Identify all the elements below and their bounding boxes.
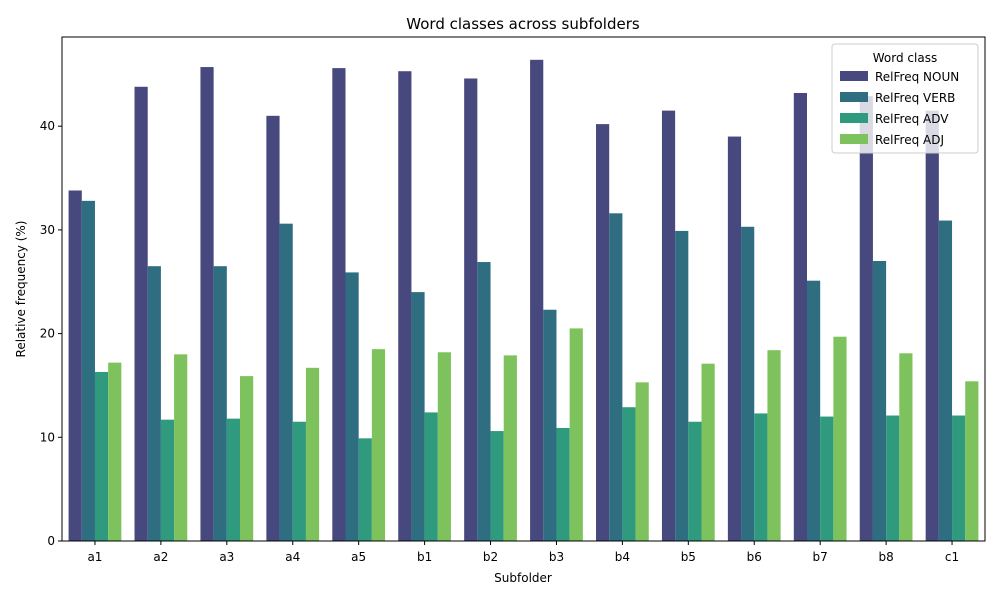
legend-label-relfreq-noun: RelFreq NOUN: [875, 70, 959, 84]
y-tick-label: 30: [40, 223, 55, 237]
bar-relfreq-adj-a5: [371, 349, 386, 541]
bar-relfreq-noun-b2: [464, 78, 478, 541]
bar-relfreq-adv-b4: [622, 407, 636, 541]
bar-relfreq-verb-a4: [279, 223, 293, 542]
legend-swatch-relfreq-adj: [840, 134, 868, 144]
bar-relfreq-adv-b3: [556, 427, 570, 541]
bar-relfreq-adj-b1: [437, 352, 451, 541]
y-axis-title: Relative frequency (%): [14, 221, 28, 358]
bar-relfreq-adv-b5: [688, 421, 702, 541]
bar-relfreq-verb-b2: [477, 262, 491, 541]
bar-relfreq-adv-b1: [424, 412, 438, 541]
bar-relfreq-noun-a5: [332, 68, 346, 542]
bar-relfreq-adj-b3: [569, 328, 583, 541]
legend-items: RelFreq NOUN RelFreq VERB RelFreq ADV RelFr…: [840, 70, 959, 147]
x-tick-label-b2: b2: [483, 550, 498, 564]
x-tick-label-b7: b7: [813, 550, 828, 564]
bars-layer: [68, 59, 979, 542]
bar-relfreq-noun-a1: [68, 190, 82, 542]
bar-relfreq-verb-a2: [147, 266, 161, 541]
bar-relfreq-noun-b8: [859, 96, 873, 542]
bar-relfreq-adj-a2: [174, 354, 188, 541]
bar-relfreq-verb-b4: [609, 213, 623, 542]
bar-relfreq-noun-a2: [134, 86, 148, 541]
legend-swatch-relfreq-verb: [840, 92, 868, 102]
x-tick-label-b6: b6: [747, 550, 762, 564]
legend-title: Word class: [873, 51, 937, 65]
bar-relfreq-verb-b8: [872, 261, 887, 541]
x-tick-label-b3: b3: [549, 550, 564, 564]
bar-relfreq-verb-b3: [543, 309, 557, 541]
y-tick-label: 40: [40, 119, 55, 133]
x-tick-label-c1: c1: [945, 550, 959, 564]
bar-relfreq-verb-a5: [345, 272, 359, 541]
x-tick-label-a5: a5: [351, 550, 366, 564]
legend-swatch-relfreq-adv: [840, 113, 868, 123]
bar-relfreq-adv-b2: [490, 431, 504, 541]
bar-relfreq-noun-b7: [793, 93, 807, 541]
x-tick-label-b5: b5: [681, 550, 696, 564]
bar-relfreq-noun-b6: [727, 136, 742, 541]
bar-relfreq-noun-b5: [661, 110, 676, 541]
bar-relfreq-adv-a3: [226, 418, 241, 541]
x-tick-label-b1: b1: [417, 550, 432, 564]
bar-relfreq-noun-b1: [398, 71, 412, 541]
bar-relfreq-adv-a1: [94, 371, 109, 541]
x-tick-label-a1: a1: [87, 550, 102, 564]
bar-relfreq-adj-b5: [701, 363, 715, 541]
plot-frame: [61, 36, 986, 542]
chart-title: Word classes across subfolders: [406, 15, 640, 33]
legend-label-relfreq-adj: RelFreq ADJ: [875, 133, 944, 147]
bar-relfreq-noun-c1: [925, 110, 939, 541]
bar-relfreq-adj-b2: [503, 355, 517, 541]
x-axis-title: Subfolder: [494, 571, 552, 585]
bar-relfreq-adj-b6: [767, 350, 781, 541]
bar-relfreq-verb-a1: [81, 200, 95, 541]
y-tick-label: 20: [40, 327, 55, 341]
axes-layer: [61, 36, 986, 542]
bar-relfreq-adv-a4: [292, 421, 306, 541]
bar-relfreq-verb-b1: [411, 292, 425, 541]
x-tick-label-a3: a3: [219, 550, 234, 564]
bar-relfreq-verb-b5: [675, 230, 689, 541]
y-tick-label: 0: [47, 534, 55, 548]
bar-relfreq-adv-a2: [160, 419, 175, 541]
y-tick-label: 10: [40, 430, 55, 444]
bar-relfreq-adj-c1: [965, 381, 979, 541]
bar-relfreq-adv-b7: [820, 416, 834, 541]
legend-swatch-relfreq-noun: [840, 71, 868, 81]
bar-relfreq-verb-a3: [213, 266, 227, 541]
bar-relfreq-verb-b7: [806, 280, 821, 541]
bar-relfreq-adj-b4: [635, 382, 649, 541]
x-tick-label-a4: a4: [285, 550, 300, 564]
ticks-layer: 0 10 20 30 40 a1 a2 a3 a4 a5 b1 b2 b3 b4 b5 b6 b7 b8 c1: [40, 119, 959, 564]
bar-relfreq-verb-b6: [741, 226, 755, 541]
bar-relfreq-adv-b6: [754, 413, 768, 541]
bar-relfreq-adv-a5: [358, 438, 372, 541]
bar-relfreq-verb-c1: [938, 220, 953, 541]
bar-relfreq-adv-b8: [886, 415, 900, 541]
bar-relfreq-adj-b7: [833, 336, 847, 541]
bar-relfreq-noun-b4: [596, 124, 610, 542]
bar-relfreq-adj-a4: [305, 367, 320, 541]
bar-relfreq-adj-a1: [108, 362, 122, 541]
legend-label-relfreq-verb: RelFreq VERB: [875, 91, 955, 105]
bar-relfreq-noun-a3: [200, 67, 214, 541]
bar-relfreq-adv-c1: [952, 415, 966, 541]
bar-relfreq-noun-b3: [530, 59, 544, 542]
legend-label-relfreq-adv: RelFreq ADV: [875, 112, 949, 126]
bar-relfreq-adj-b8: [899, 353, 913, 541]
legend-frame: [831, 43, 979, 154]
x-tick-label-b4: b4: [615, 550, 630, 564]
bar-relfreq-adj-a3: [240, 376, 254, 541]
bar-relfreq-noun-a4: [266, 115, 280, 541]
x-tick-label-a2: a2: [153, 550, 168, 564]
x-tick-label-b8: b8: [878, 550, 893, 564]
